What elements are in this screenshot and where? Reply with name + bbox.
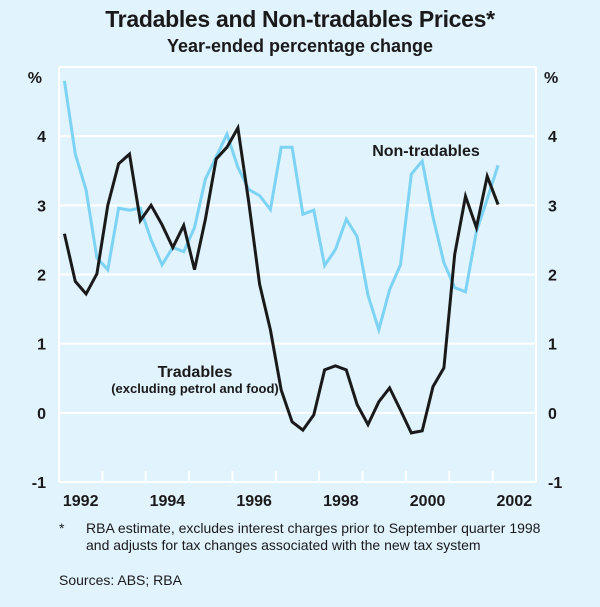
series-line-non-tradables [62,80,500,336]
x-tick-label: 1998 [323,493,359,510]
y-tick-label-left: 1 [37,337,46,354]
y-tick-label-right: 0 [548,406,557,423]
x-axis-ticks [101,471,494,482]
y-tick-label-left: 2 [37,268,46,285]
series-sublabel-tradables: (excluding petrol and food) [111,381,279,396]
y-tick-label-right: -1 [548,475,562,492]
x-tick-label: 2002 [497,493,533,510]
gridlines [58,66,537,483]
y-tick-label-right: 3 [548,198,557,215]
footnote-text: RBA estimate, excludes interest charges … [86,520,541,553]
y-axis-unit-left: % [28,70,42,87]
footnote-marker: * [59,520,65,536]
chart-subtitle: Year-ended percentage change [166,36,434,56]
series-lines [62,80,500,435]
y-tick-label-left: 0 [37,406,46,423]
chart-title: Tradables and Non-tradables Prices* [105,6,495,32]
y-tick-label-left: 3 [37,198,46,215]
series-label-non-tradables: Non-tradables [372,143,480,160]
y-tick-label-right: 4 [548,129,557,146]
axis-labels: 4 4 3 3 2 2 1 1 0 0 -1 -1% % 1992 1994 1996 1998 2000 2002 [28,70,563,510]
x-tick-label: 1994 [150,493,186,510]
x-tick-label: 1992 [63,493,99,510]
x-tick-label: 2000 [410,493,446,510]
x-tick-label: 1996 [236,493,272,510]
y-axis-unit-right: % [544,70,558,87]
y-tick-label-left: 4 [37,129,46,146]
y-tick-label-right: 2 [548,268,557,285]
series-label-tradables: Tradables [158,364,233,381]
y-tick-label-right: 1 [548,337,557,354]
series-line-tradables [62,123,500,435]
sources: Sources: ABS; RBA [59,572,182,588]
footnote: * RBA estimate, excludes interest charge… [59,520,566,554]
y-tick-label-left: -1 [32,475,46,492]
